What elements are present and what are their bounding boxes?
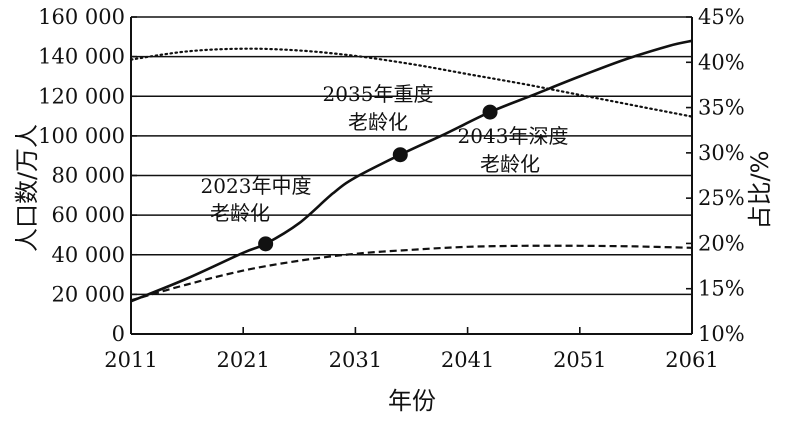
tick-layer: 2011 2021 2031 2041 2051 2061 0 20 000 40 000 60 … xyxy=(38,5,745,372)
y-right-tick-label-2: 20% xyxy=(698,231,745,255)
y-left-tick-label-6: 120 000 xyxy=(38,84,125,108)
y-right-axis-title: 占比/% xyxy=(746,151,774,230)
y-right-tick-label-7: 45% xyxy=(698,5,745,29)
annotation-2035-line2: 老龄化 xyxy=(348,110,408,134)
series-line-dotted xyxy=(129,47,694,118)
annotation-2035-line1: 2035年重度 xyxy=(323,82,434,106)
x-tick-label-1: 2021 xyxy=(216,348,269,372)
x-tick-label-5: 2061 xyxy=(665,348,718,372)
y-left-tick-label-5: 100 000 xyxy=(38,124,125,148)
series-layer xyxy=(129,39,694,303)
x-axis-title: 年份 xyxy=(388,387,436,415)
marker-point-2035 xyxy=(392,147,408,163)
annotations: 2023年中度 老龄化 2035年重度 老龄化 2043年深度 老龄化 xyxy=(201,82,569,225)
marker-point-2023 xyxy=(258,236,274,252)
x-tick-label-0: 2011 xyxy=(104,348,157,372)
annotation-2043-line1: 2043年深度 xyxy=(458,124,569,148)
y-left-tick-label-0: 0 xyxy=(112,322,125,346)
annotation-2023-line2: 老龄化 xyxy=(210,201,270,225)
annotation-2043-line2: 老龄化 xyxy=(480,152,540,176)
y-right-tick-label-5: 35% xyxy=(698,96,745,120)
series-line-dashed xyxy=(130,244,693,302)
x-tick-label-2: 2031 xyxy=(329,348,382,372)
grid-layer xyxy=(131,16,692,296)
y-left-tick-label-3: 60 000 xyxy=(52,203,125,227)
y-right-tick-label-0: 10% xyxy=(698,322,745,346)
y-right-tick-label-4: 30% xyxy=(698,141,745,165)
marker-point-2043 xyxy=(482,104,498,120)
y-left-axis-title: 人口数/万人 xyxy=(13,124,41,252)
x-tick-label-4: 2051 xyxy=(553,348,606,372)
y-left-tick-label-8: 160 000 xyxy=(38,5,125,29)
y-left-tick-label-2: 40 000 xyxy=(52,243,125,267)
y-left-tick-label-1: 20 000 xyxy=(52,282,125,306)
y-left-tick-label-4: 80 000 xyxy=(52,164,125,188)
y-right-tick-label-1: 15% xyxy=(698,277,745,301)
y-right-tick-label-3: 25% xyxy=(698,186,745,210)
x-tick-label-3: 2041 xyxy=(441,348,494,372)
marker-layer xyxy=(258,104,498,252)
annotation-2023-line1: 2023年中度 xyxy=(201,174,312,198)
series-line-solid xyxy=(130,39,693,303)
y-right-tick-label-6: 40% xyxy=(698,50,745,74)
y-left-tick-label-7: 140 000 xyxy=(38,45,125,69)
